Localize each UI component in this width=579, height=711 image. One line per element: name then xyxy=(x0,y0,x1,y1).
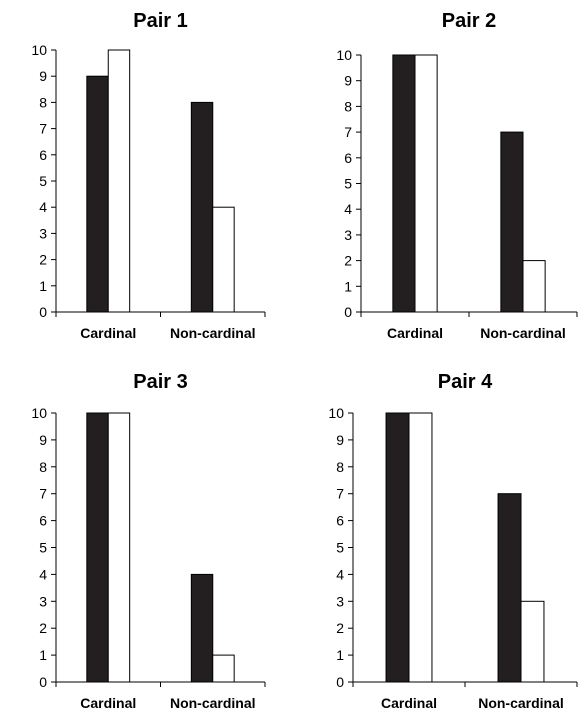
bar-non-cardinal-series-2 xyxy=(522,260,546,313)
y-tick-label: 2 xyxy=(336,620,344,636)
chart-title: Pair 4 xyxy=(438,371,493,393)
y-tick-label: 6 xyxy=(336,513,344,529)
y-tick-label: 2 xyxy=(344,253,352,269)
y-tick-label: 8 xyxy=(39,459,47,475)
x-category-label: Non-cardinal xyxy=(480,325,566,341)
y-tick-label: 6 xyxy=(39,513,47,529)
y-tick-label: 7 xyxy=(39,121,47,137)
y-tick-label: 8 xyxy=(39,94,47,110)
y-tick-label: 5 xyxy=(39,540,47,556)
bar-cardinal-series-1 xyxy=(86,412,109,683)
y-tick-label: 6 xyxy=(39,147,47,163)
bar-non-cardinal-series-1 xyxy=(190,101,214,313)
y-tick-label: 10 xyxy=(336,47,352,63)
y-tick-label: 10 xyxy=(31,42,47,58)
bar-cardinal-series-1 xyxy=(392,54,416,313)
y-tick-label: 1 xyxy=(344,278,352,294)
y-tick-label: 7 xyxy=(39,486,47,502)
y-tick-label: 9 xyxy=(344,73,352,89)
y-tick-label: 4 xyxy=(336,566,344,582)
y-tick-label: 3 xyxy=(344,227,352,243)
y-tick-label: 1 xyxy=(39,278,47,294)
y-tick-label: 5 xyxy=(336,540,344,556)
y-tick-label: 3 xyxy=(336,593,344,609)
y-tick-label: 8 xyxy=(344,98,352,114)
bar-cardinal-series-1 xyxy=(86,75,109,313)
y-tick-label: 3 xyxy=(39,593,47,609)
x-category-label: Cardinal xyxy=(80,695,136,711)
y-tick-label: 10 xyxy=(31,405,47,421)
x-category-label: Non-cardinal xyxy=(170,695,256,711)
y-tick-label: 7 xyxy=(336,486,344,502)
chart-panel-4: Pair 4 0 1 2 3 4 5 6 7 8 9 10 Cardinal Non-cardinal xyxy=(328,371,578,711)
bar-non-cardinal-series-2 xyxy=(520,600,545,683)
bar-non-cardinal-series-1 xyxy=(190,573,214,683)
y-tick-label: 4 xyxy=(39,199,47,215)
chart-title: Pair 2 xyxy=(442,10,496,32)
x-category-label: Cardinal xyxy=(80,325,136,341)
x-category-label: Non-cardinal xyxy=(170,325,256,341)
y-tick-label: 8 xyxy=(336,459,344,475)
bar-cardinal-series-2 xyxy=(408,412,433,683)
y-tick-label: 0 xyxy=(39,304,47,320)
x-category-label: Non-cardinal xyxy=(478,695,564,711)
x-category-label: Cardinal xyxy=(381,695,437,711)
bar-cardinal-series-2 xyxy=(107,49,131,313)
bar-non-cardinal-series-2 xyxy=(212,654,235,683)
y-tick-label: 6 xyxy=(344,150,352,166)
y-tick-label: 7 xyxy=(344,124,352,140)
chart-panel-1: Pair 1 0 1 2 3 4 5 6 7 8 9 10 Cardinal Non-cardinal xyxy=(31,10,266,341)
chart-title: Pair 3 xyxy=(133,371,187,393)
y-tick-label: 9 xyxy=(39,68,47,84)
y-tick-label: 4 xyxy=(344,201,352,217)
bar-cardinal-series-2 xyxy=(414,54,438,313)
y-tick-label: 0 xyxy=(336,674,344,690)
bar-cardinal-series-2 xyxy=(107,412,131,683)
y-tick-label: 5 xyxy=(39,173,47,189)
y-tick-label: 2 xyxy=(39,620,47,636)
y-tick-label: 9 xyxy=(336,432,344,448)
y-tick-label: 3 xyxy=(39,225,47,241)
chart-title: Pair 1 xyxy=(133,10,187,32)
bar-non-cardinal-series-1 xyxy=(500,131,524,313)
y-tick-label: 1 xyxy=(39,647,47,663)
y-tick-label: 0 xyxy=(39,674,47,690)
y-tick-label: 0 xyxy=(344,304,352,320)
bar-cardinal-series-1 xyxy=(385,412,410,683)
y-tick-label: 1 xyxy=(336,647,344,663)
chart-panel-3: Pair 3 0 1 2 3 4 5 6 7 8 9 10 Cardinal Non-cardinal xyxy=(31,371,266,711)
y-tick-label: 5 xyxy=(344,176,352,192)
y-tick-label: 2 xyxy=(39,252,47,268)
bar-non-cardinal-series-2 xyxy=(212,206,235,313)
y-tick-label: 9 xyxy=(39,432,47,448)
chart-panel-2: Pair 2 0 1 2 3 4 5 6 7 8 9 10 Cardinal Non-cardinal xyxy=(336,10,578,341)
bar-non-cardinal-series-1 xyxy=(497,493,522,683)
y-tick-label: 4 xyxy=(39,566,47,582)
x-category-label: Cardinal xyxy=(387,325,443,341)
y-tick-label: 10 xyxy=(328,405,344,421)
